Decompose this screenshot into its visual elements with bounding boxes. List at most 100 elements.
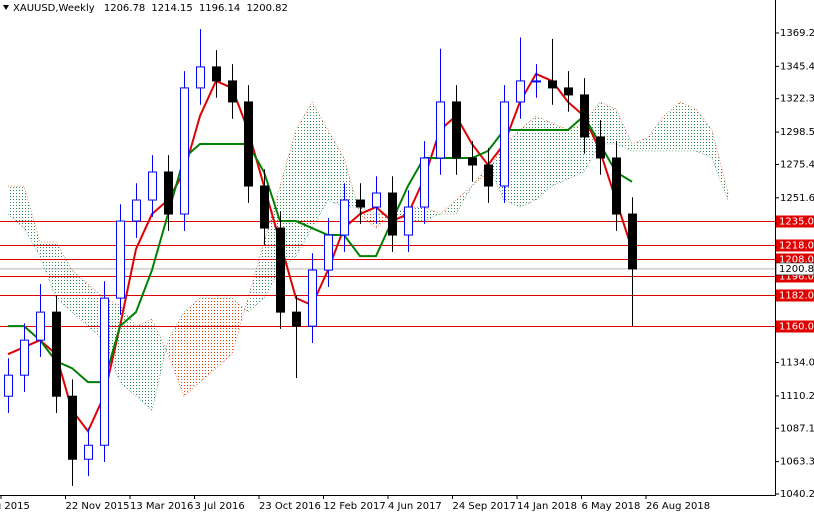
candle-body [196,66,205,89]
candle-body [4,374,13,397]
x-tick-label: 3 Jul 2016 [195,501,245,512]
x-tick-label: 4 Jun 2017 [388,501,442,512]
candle-body [484,164,493,187]
indicator-line [7,72,633,434]
candle-body [132,199,141,222]
candle-body [500,101,509,187]
cloud-segment [216,298,232,369]
level-label-box [776,253,814,266]
cloud-segment [120,305,136,397]
cloud-segment [440,200,456,215]
cloud-segment [696,108,712,158]
cloud-segment [680,101,696,151]
candle-body [84,444,93,460]
candle-body [628,213,637,270]
x-tick-label: 6 May 2018 [582,501,641,512]
cloud-segment [648,115,664,151]
cloud-edge [7,143,729,411]
cloud-segment [520,115,536,208]
candle-body [356,199,365,208]
close-value: 1200.82 [246,3,287,14]
cloud-segment [72,270,88,327]
cloud-segment [152,319,168,411]
candle-body [324,234,333,271]
menu-triangle [3,5,9,10]
cloud-segment [456,186,472,215]
candle-body [52,311,61,397]
cloud-segment [312,101,328,229]
candle-body [436,101,445,159]
cloud-segment [664,101,680,151]
y-tick-label: 1251.60 [780,193,814,204]
candle-body [532,80,541,83]
header: XAUUSD,Weekly 1206.78 1214.15 1196.14 12… [13,3,288,14]
cloud-segment [8,186,24,229]
candle-body [596,136,605,159]
candle-body [308,269,317,327]
x-tick-label: 22 Nov 2015 [66,501,130,512]
x-tick-label: 14 Jan 2018 [517,501,577,512]
symbol: XAUUSD,Weekly [13,3,95,14]
level-label: 1208.00 [779,255,814,266]
candle-body [452,101,461,159]
cloud-segment [600,101,616,144]
candle-body [580,94,589,138]
y-tick-label: 1134.00 [780,358,814,369]
candle-body [612,157,621,215]
y-tick-label: 1110.20 [780,391,814,402]
x-tick-label: 12 Feb 2017 [324,501,386,512]
levels-layer [0,221,775,327]
candle-body [164,171,173,215]
level-label: 1182.00 [779,291,814,302]
candle-body [180,87,189,215]
high-value: 1214.15 [151,3,192,14]
y-tick-label: 1063.30 [780,457,814,468]
y-tick-label: 1322.30 [780,94,814,105]
candle-body [212,66,221,82]
candle-body [372,192,381,208]
x-tick-label: 24 Sep 2017 [453,501,516,512]
candle-body [260,185,269,229]
level-label: 1218.00 [779,241,814,252]
x-tick-label: 13 Mar 2016 [130,501,193,512]
cloud-segment [632,136,648,151]
y-tick-label: 1087.10 [780,423,814,434]
cloud-segment [536,115,552,201]
candle-body [116,220,125,299]
y-tick-label: 1275.40 [780,159,814,170]
candles-layer [4,29,637,486]
level-label: 1160.00 [779,322,814,333]
x-tick-label: 26 Aug 2018 [646,501,710,512]
cloud-segment [712,129,728,201]
candle-body [292,311,301,327]
y-tick-label: 1298.50 [780,127,814,138]
candle-body [404,206,413,236]
cloud-segment [616,108,632,151]
candle-body [548,80,557,89]
cloud-segment [40,242,56,299]
cloud-segment [168,312,184,397]
cloud-segment [200,298,216,383]
candle-body [100,297,109,446]
cloud-segment [424,207,440,222]
candle-body [388,192,397,236]
open-value: 1206.78 [104,3,145,14]
lines-layer [7,72,633,434]
y-tick-label: 1369.20 [780,28,814,39]
cloud-segment [552,122,568,187]
low-value: 1196.14 [199,3,240,14]
candle-body [68,395,77,460]
level-label-box [776,289,814,302]
candle-body [228,80,237,103]
cloud-segment [136,319,152,411]
x-tick-label: 23 Oct 2016 [259,501,321,512]
level-label-box [776,320,814,333]
cloud-segment [184,298,200,397]
cloud-segment [328,129,344,208]
x-tick-label: 2 Aug 2015 [0,501,30,512]
level-label-box [776,239,814,252]
level-label: 1196.00 [779,272,814,283]
